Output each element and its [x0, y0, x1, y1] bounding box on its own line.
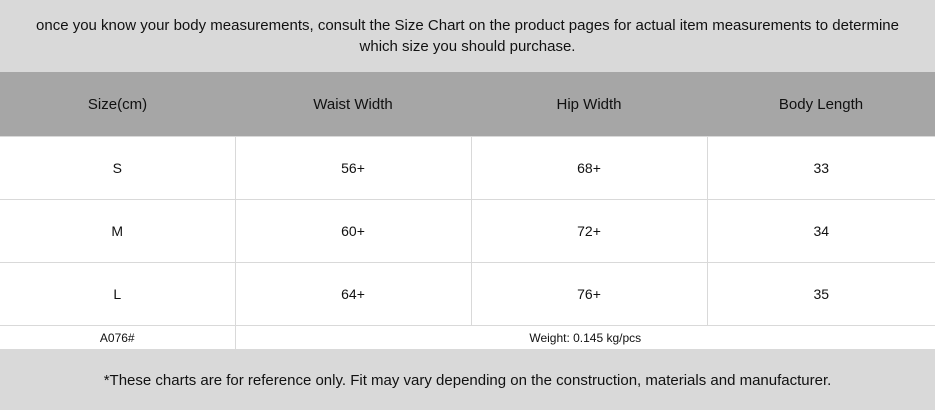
- hip-width-cell: 76+: [470, 262, 708, 326]
- waist-width-cell: 56+: [234, 136, 472, 200]
- size-cell: L: [0, 262, 236, 326]
- size-chart-table: Size(cm) Waist Width Hip Width Body Leng…: [0, 72, 935, 350]
- footer-note-text: *These charts are for reference only. Fi…: [103, 371, 832, 389]
- header-note-text: once you know your body measurements, co…: [36, 17, 899, 55]
- table-header-row: Size(cm) Waist Width Hip Width Body Leng…: [0, 72, 935, 137]
- info-row: A076# Weight: 0.145 kg/pcs: [0, 325, 935, 350]
- size-cell: M: [0, 199, 236, 263]
- hip-width-cell: 68+: [470, 136, 708, 200]
- table-row: M 60+ 72+ 34: [0, 199, 935, 263]
- footer-note: *These charts are for reference only. Fi…: [0, 350, 935, 410]
- size-cell: S: [0, 136, 236, 200]
- body-length-cell: 33: [706, 136, 935, 200]
- hip-width-cell: 72+: [470, 199, 708, 263]
- column-header-body-length: Body Length: [707, 72, 935, 137]
- column-header-waist-width: Waist Width: [235, 72, 471, 137]
- header-note: once you know your body measurements, co…: [0, 0, 935, 72]
- column-header-size: Size(cm): [0, 72, 235, 137]
- model-code-cell: A076#: [0, 325, 236, 350]
- table-row: L 64+ 76+ 35: [0, 262, 935, 326]
- table-row: S 56+ 68+ 33: [0, 136, 935, 200]
- body-length-cell: 34: [706, 199, 935, 263]
- waist-width-cell: 64+: [234, 262, 472, 326]
- weight-cell: Weight: 0.145 kg/pcs: [234, 325, 935, 350]
- column-header-hip-width: Hip Width: [471, 72, 707, 137]
- waist-width-cell: 60+: [234, 199, 472, 263]
- body-length-cell: 35: [706, 262, 935, 326]
